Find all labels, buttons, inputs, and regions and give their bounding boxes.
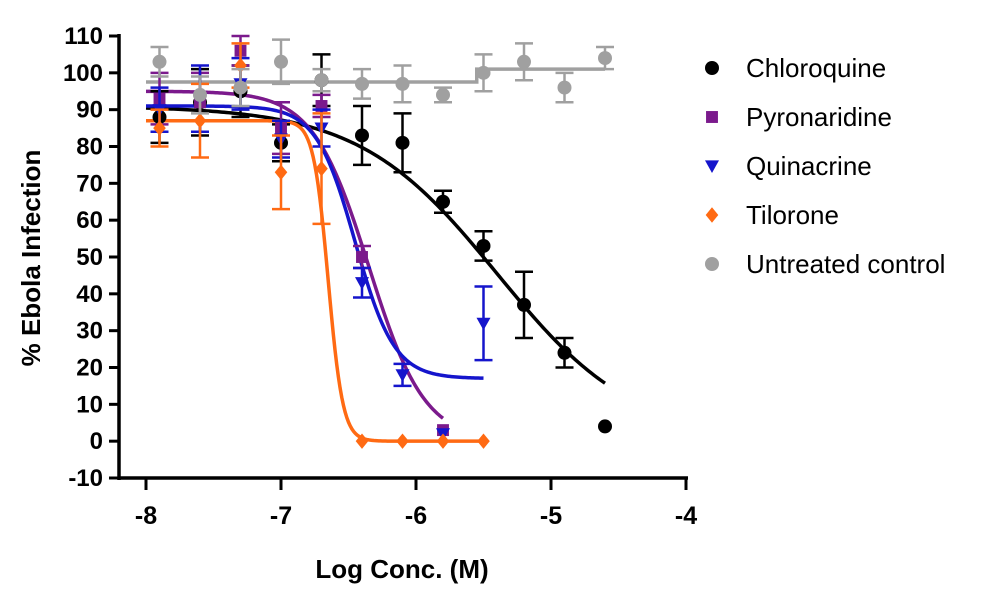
data-point-tilorone [477,433,490,449]
y-tick-label: 90 [76,97,103,124]
x-tick-label: -4 [675,502,697,530]
y-tick-label: 40 [76,281,103,308]
y-tick-label: 30 [76,318,103,345]
y-tick-label: 50 [76,244,103,271]
data-point-untreated-control [233,80,248,95]
legend-label-untreated-control: Untreated control [746,249,945,279]
x-tick-label: -7 [270,502,292,530]
data-point-quinacrine [355,277,369,290]
data-point-chloroquine [517,297,531,312]
data-point-pyronaridine [356,251,368,263]
fit-curve-untreated-control [146,67,605,84]
data-point-untreated-control [193,87,207,102]
y-tick-label: 70 [76,170,103,197]
data-point-chloroquine [436,194,450,209]
fit-curve-tilorone [146,118,484,443]
x-tick-label: -5 [540,502,562,530]
data-point-untreated-control [395,76,410,91]
legend-marker-pyronaridine [706,111,718,123]
data-point-quinacrine [476,317,491,331]
legend: Chloroquine Pyronaridine Quinacrine Tiloron… [705,53,945,279]
legend-marker-tilorone [705,207,719,223]
data-point-untreated-control [517,54,531,69]
x-tick-label: -6 [405,502,427,530]
data-point-tilorone [274,164,288,180]
legend-label-pyronaridine: Pyronaridine [746,102,892,132]
data-point-untreated-control [436,87,450,102]
y-tick-label: -10 [68,465,103,492]
x-axis-title: Log Conc. (M) [315,554,488,584]
data-point-untreated-control [274,54,288,69]
data-point-untreated-control [355,76,369,91]
y-tick-label: 10 [76,391,103,418]
legend-label-tilorone: Tilorone [746,200,839,230]
data-point-chloroquine [395,135,410,150]
data-point-chloroquine [355,128,369,143]
data-point-chloroquine [557,345,572,360]
data-point-untreated-control [598,51,612,66]
data-point-pyronaridine [315,100,328,112]
legend-marker-chloroquine [705,61,719,75]
data-point-untreated-control [476,65,491,80]
data-point-tilorone [355,433,369,449]
y-axis-title: % Ebola Infection [16,150,46,367]
y-tick-label: 0 [90,428,103,455]
data-point-tilorone [315,160,328,177]
y-tick-label: 100 [63,60,103,87]
data-point-untreated-control [152,54,167,69]
legend-label-chloroquine: Chloroquine [746,53,886,83]
data-point-quinacrine [395,369,410,382]
data-point-tilorone [436,433,450,449]
y-tick-label: 60 [76,207,103,234]
legend-label-quinacrine: Quinacrine [746,151,872,181]
legend-marker-quinacrine [705,160,719,173]
data-point-tilorone [193,113,207,129]
legend-marker-untreated-control [705,257,719,271]
y-tick-label: 80 [76,134,103,161]
fit-curve-chloroquine [145,106,607,385]
y-tick-label: 20 [76,355,103,382]
data-point-untreated-control [314,73,329,88]
data-point-untreated-control [557,80,572,95]
y-tick-label: 110 [64,23,103,50]
data-point-chloroquine [598,419,612,434]
data-point-chloroquine [476,238,491,253]
data-point-tilorone [153,120,166,136]
x-tick-label: -8 [135,502,157,530]
data-point-tilorone [396,433,409,449]
